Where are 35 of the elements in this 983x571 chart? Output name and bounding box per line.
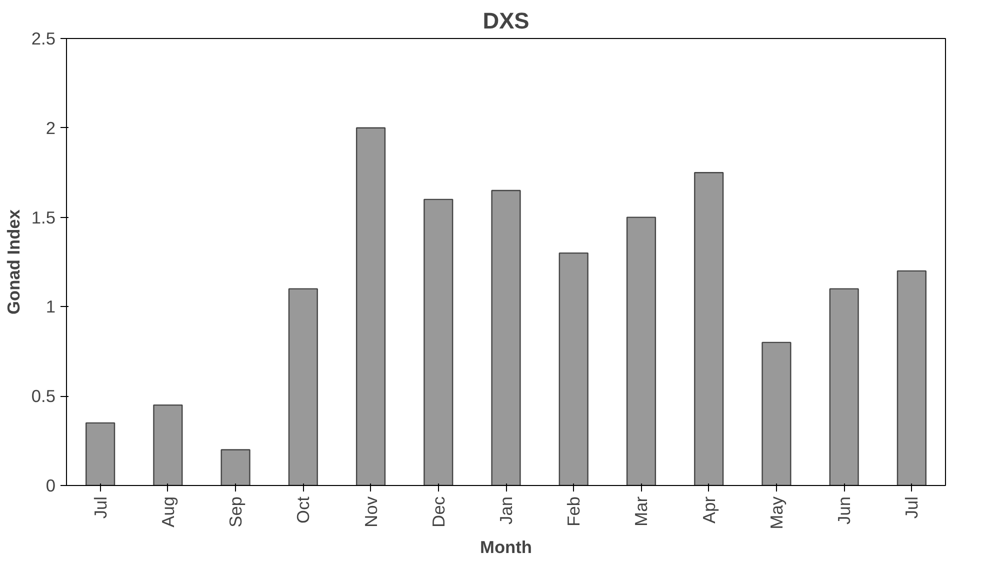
x-tick-label: Aug (158, 496, 178, 528)
bar (491, 190, 521, 486)
x-tick-label: Apr (698, 496, 719, 524)
y-tick-label: 1 (46, 296, 56, 317)
y-axis-title: Gonad Index (3, 209, 24, 314)
x-tick-label: Mar (631, 496, 652, 526)
x-tick-label: Sep (226, 496, 246, 528)
bar (356, 127, 386, 486)
x-tick-label: May (766, 496, 786, 530)
bar (86, 422, 116, 486)
x-tick-label: Jul (902, 496, 922, 519)
x-tick-label: Nov (360, 496, 381, 528)
bar (288, 288, 318, 486)
bar (896, 270, 926, 486)
y-tick-label: 2 (46, 118, 56, 138)
x-tick-label: Jul (90, 496, 110, 519)
y-tick-label: 1.5 (31, 207, 56, 228)
y-tick-label: 0.5 (31, 386, 56, 406)
bar (626, 216, 656, 486)
y-tick-label: 0 (46, 476, 56, 496)
bar (694, 172, 724, 486)
bar (558, 252, 588, 486)
x-tick-label: Jun (834, 496, 854, 524)
bar (424, 198, 454, 486)
x-axis-title: Month (480, 537, 532, 558)
bar (220, 449, 250, 486)
x-tick-label: Feb (564, 496, 584, 526)
x-tick-label: Jan (496, 496, 516, 524)
bar (153, 404, 183, 486)
chart-title: DXS (482, 8, 530, 34)
bar (762, 342, 792, 486)
x-tick-label: Dec (428, 496, 448, 528)
y-tick-label: 2.5 (31, 28, 56, 48)
bar (829, 288, 859, 486)
x-tick-label: Oct (293, 496, 314, 524)
